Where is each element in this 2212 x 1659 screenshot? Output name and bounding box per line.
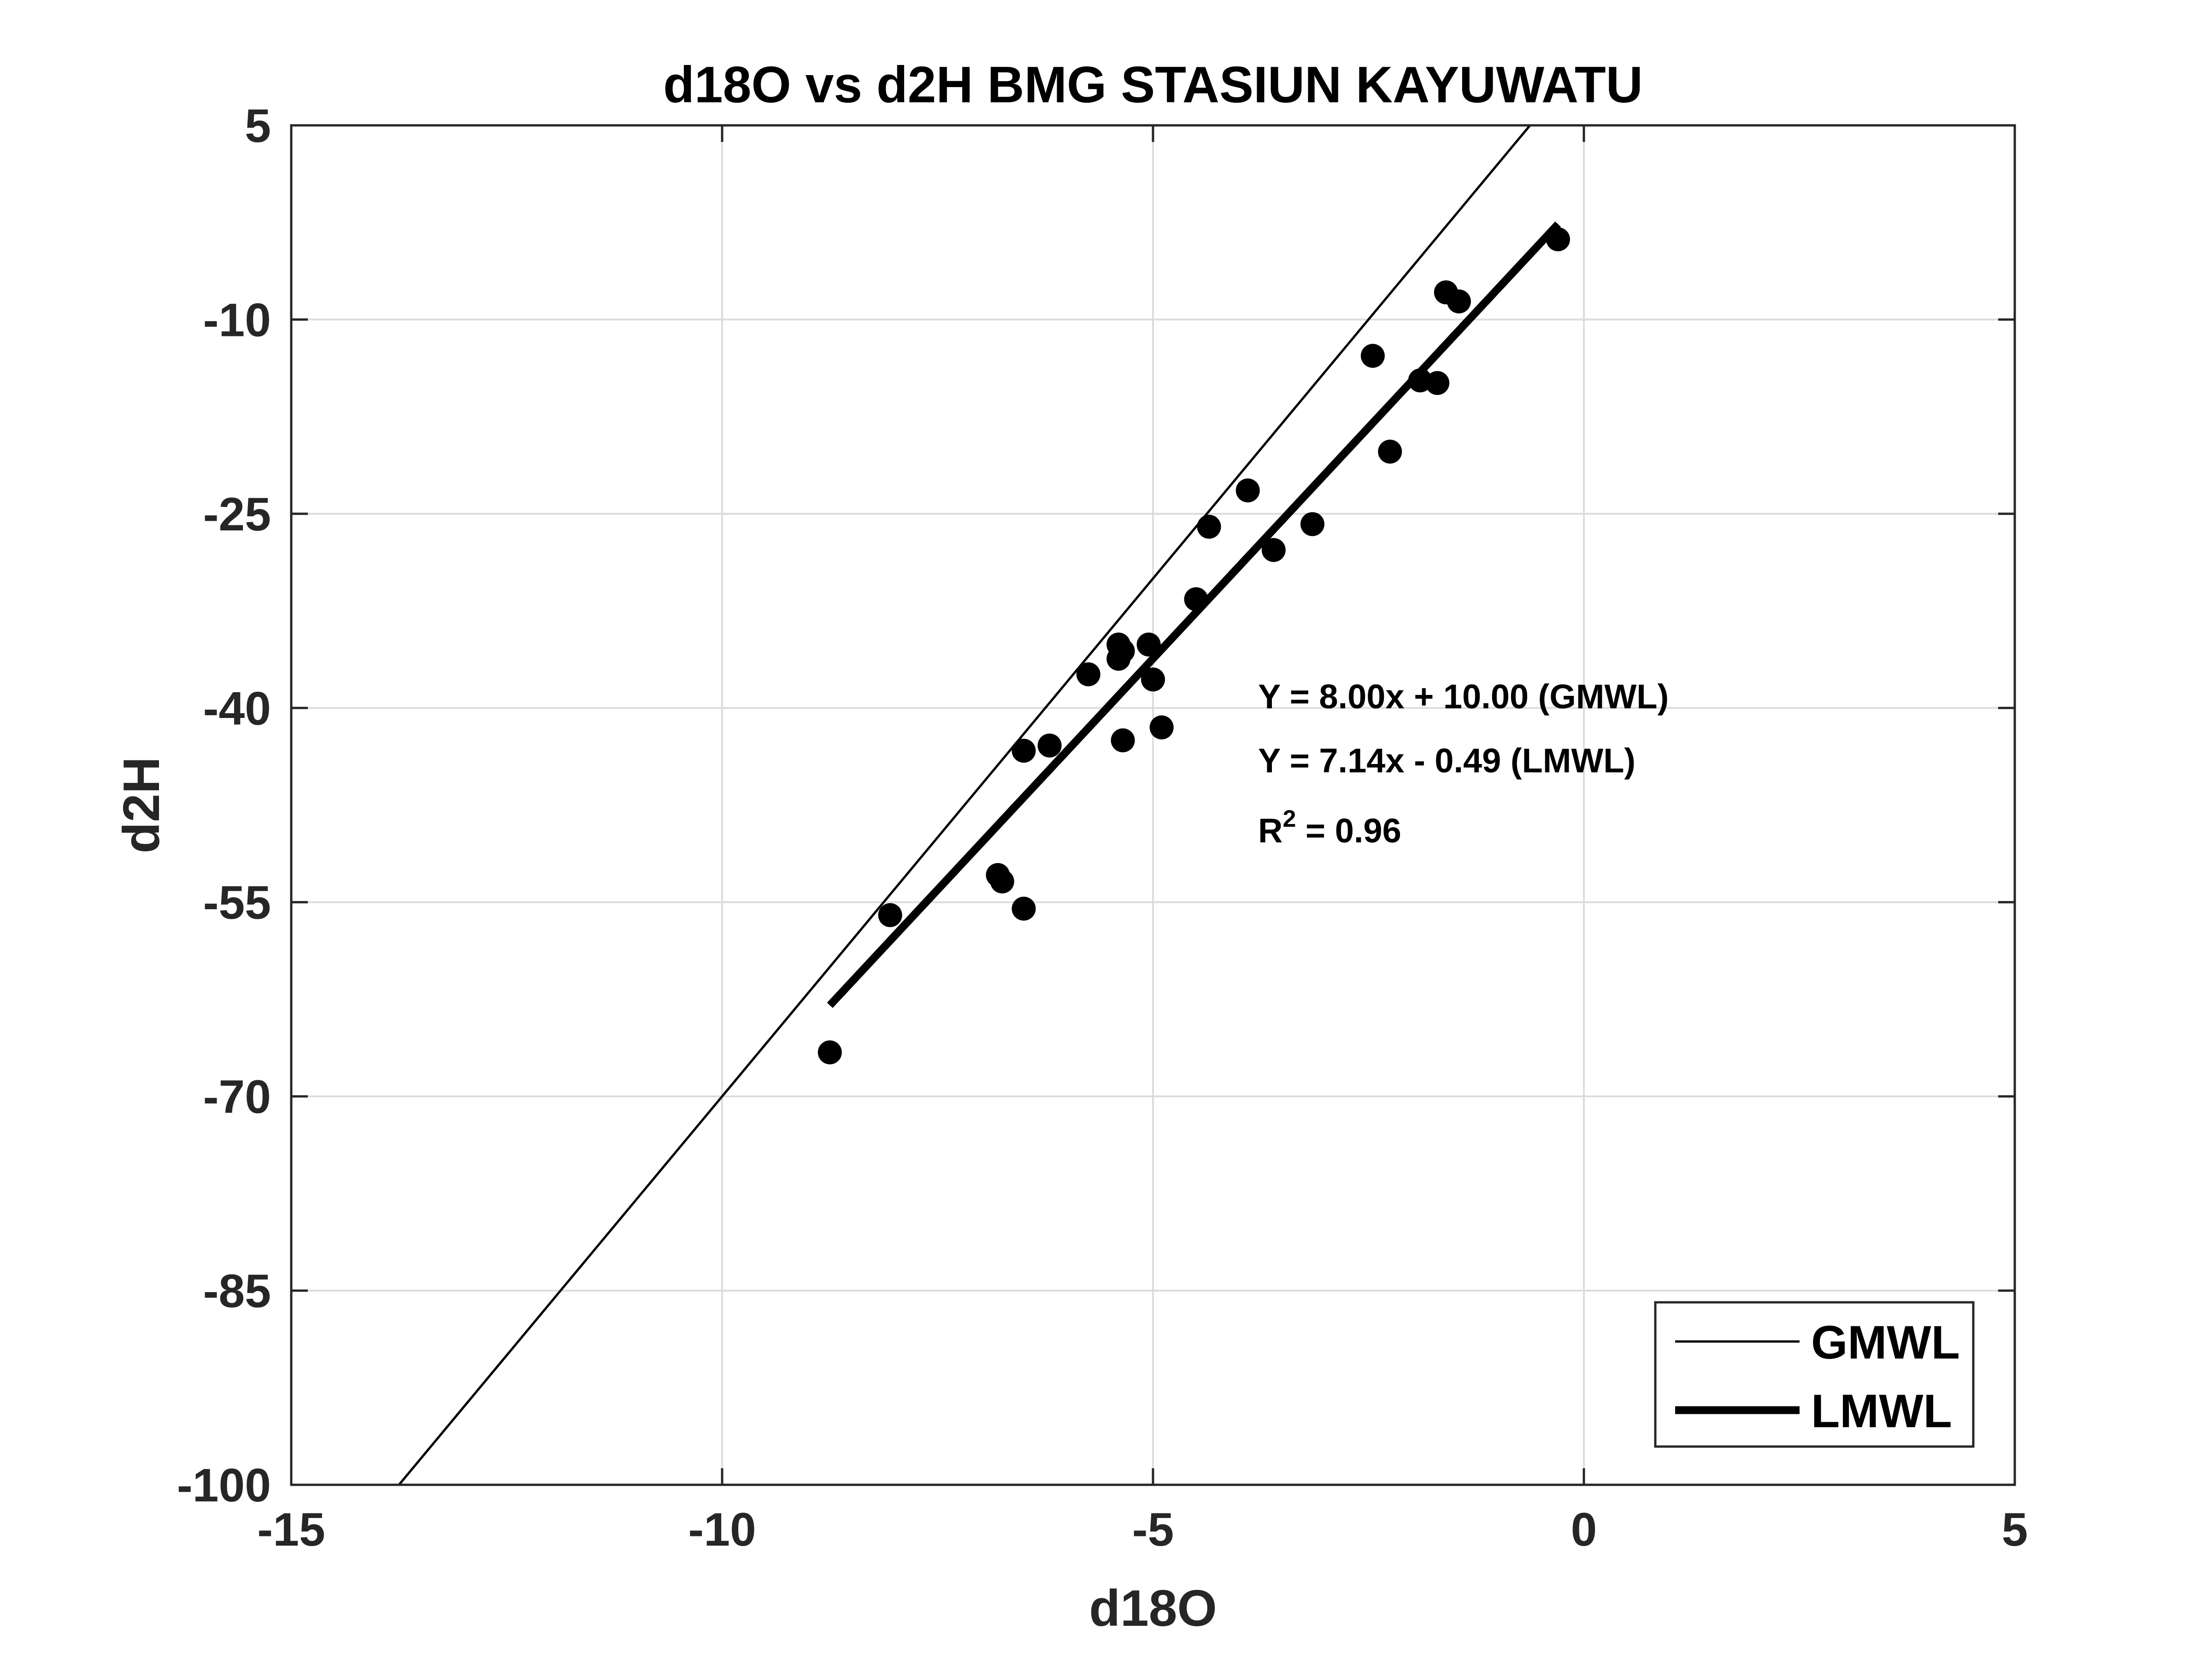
data-point [1149, 715, 1174, 740]
axis-ticks [290, 124, 2016, 1486]
data-point [1546, 227, 1570, 252]
chart-title: d18O vs d2H BMG STASIUN KAYUWATU [663, 56, 1643, 113]
data-points [818, 227, 1570, 1065]
data-point [1184, 587, 1208, 612]
y-tick-label: -85 [203, 1265, 271, 1318]
data-point [1037, 733, 1062, 758]
r-squared-value: = 0.96 [1296, 812, 1401, 850]
y-tick-label: -70 [203, 1071, 271, 1123]
y-tick-label: -40 [203, 682, 271, 735]
x-tick-label: -5 [1132, 1503, 1174, 1556]
data-point [1141, 667, 1165, 692]
legend-gmwl-label: GMWL [1811, 1316, 1960, 1369]
r-squared-symbol: R [1258, 812, 1282, 850]
regression-lines [398, 124, 1561, 1486]
data-point [1378, 440, 1402, 464]
data-point [1197, 514, 1221, 539]
gmwl-equation: Y = 8.00x + 10.00 (GMWL) [1258, 677, 1669, 716]
y-tick-label: -10 [203, 294, 271, 346]
data-point [1261, 538, 1286, 562]
data-point [1360, 344, 1385, 368]
y-tick-label: -55 [203, 877, 271, 929]
tick-labels: -15 -10 -5 0 5 5 -10 -25 -40 -55 -70 -85 -100 [177, 100, 2028, 1556]
data-point [1136, 632, 1161, 657]
y-tick-label: -100 [177, 1459, 271, 1512]
lmwl-equation: Y = 7.14x - 0.49 (LMWL) [1258, 741, 1635, 780]
x-tick-label: 5 [2002, 1503, 2028, 1556]
data-point [878, 903, 902, 927]
x-tick-label: -10 [688, 1503, 756, 1556]
x-tick-label: -15 [257, 1503, 325, 1556]
data-point [1111, 728, 1135, 753]
data-point [1012, 896, 1036, 921]
legend-lmwl-label: LMWL [1811, 1385, 1952, 1437]
data-point [818, 1040, 842, 1065]
data-point [1076, 662, 1100, 687]
data-point [1425, 371, 1450, 395]
y-axis-label: d2H [113, 757, 170, 853]
r-squared-exponent: 2 [1282, 806, 1296, 832]
y-tick-label: 5 [245, 100, 271, 152]
equation-annotations: Y = 8.00x + 10.00 (GMWL) Y = 7.14x - 0.4… [1258, 677, 1669, 850]
y-tick-label: -25 [203, 488, 271, 541]
lmwl-line [827, 221, 1561, 1008]
legend: GMWL LMWL [1654, 1301, 1975, 1448]
legend-box [1654, 1301, 1975, 1448]
x-tick-label: 0 [1571, 1503, 1597, 1556]
x-axis-label: d18O [1089, 1580, 1217, 1637]
data-point [1235, 478, 1260, 503]
data-point [990, 869, 1014, 894]
r-squared: R2 = 0.96 [1258, 806, 1401, 850]
data-point [1300, 512, 1324, 536]
gmwl-line [398, 124, 1531, 1486]
data-point [1012, 739, 1036, 763]
data-point [1111, 639, 1135, 663]
data-point [1447, 289, 1471, 314]
